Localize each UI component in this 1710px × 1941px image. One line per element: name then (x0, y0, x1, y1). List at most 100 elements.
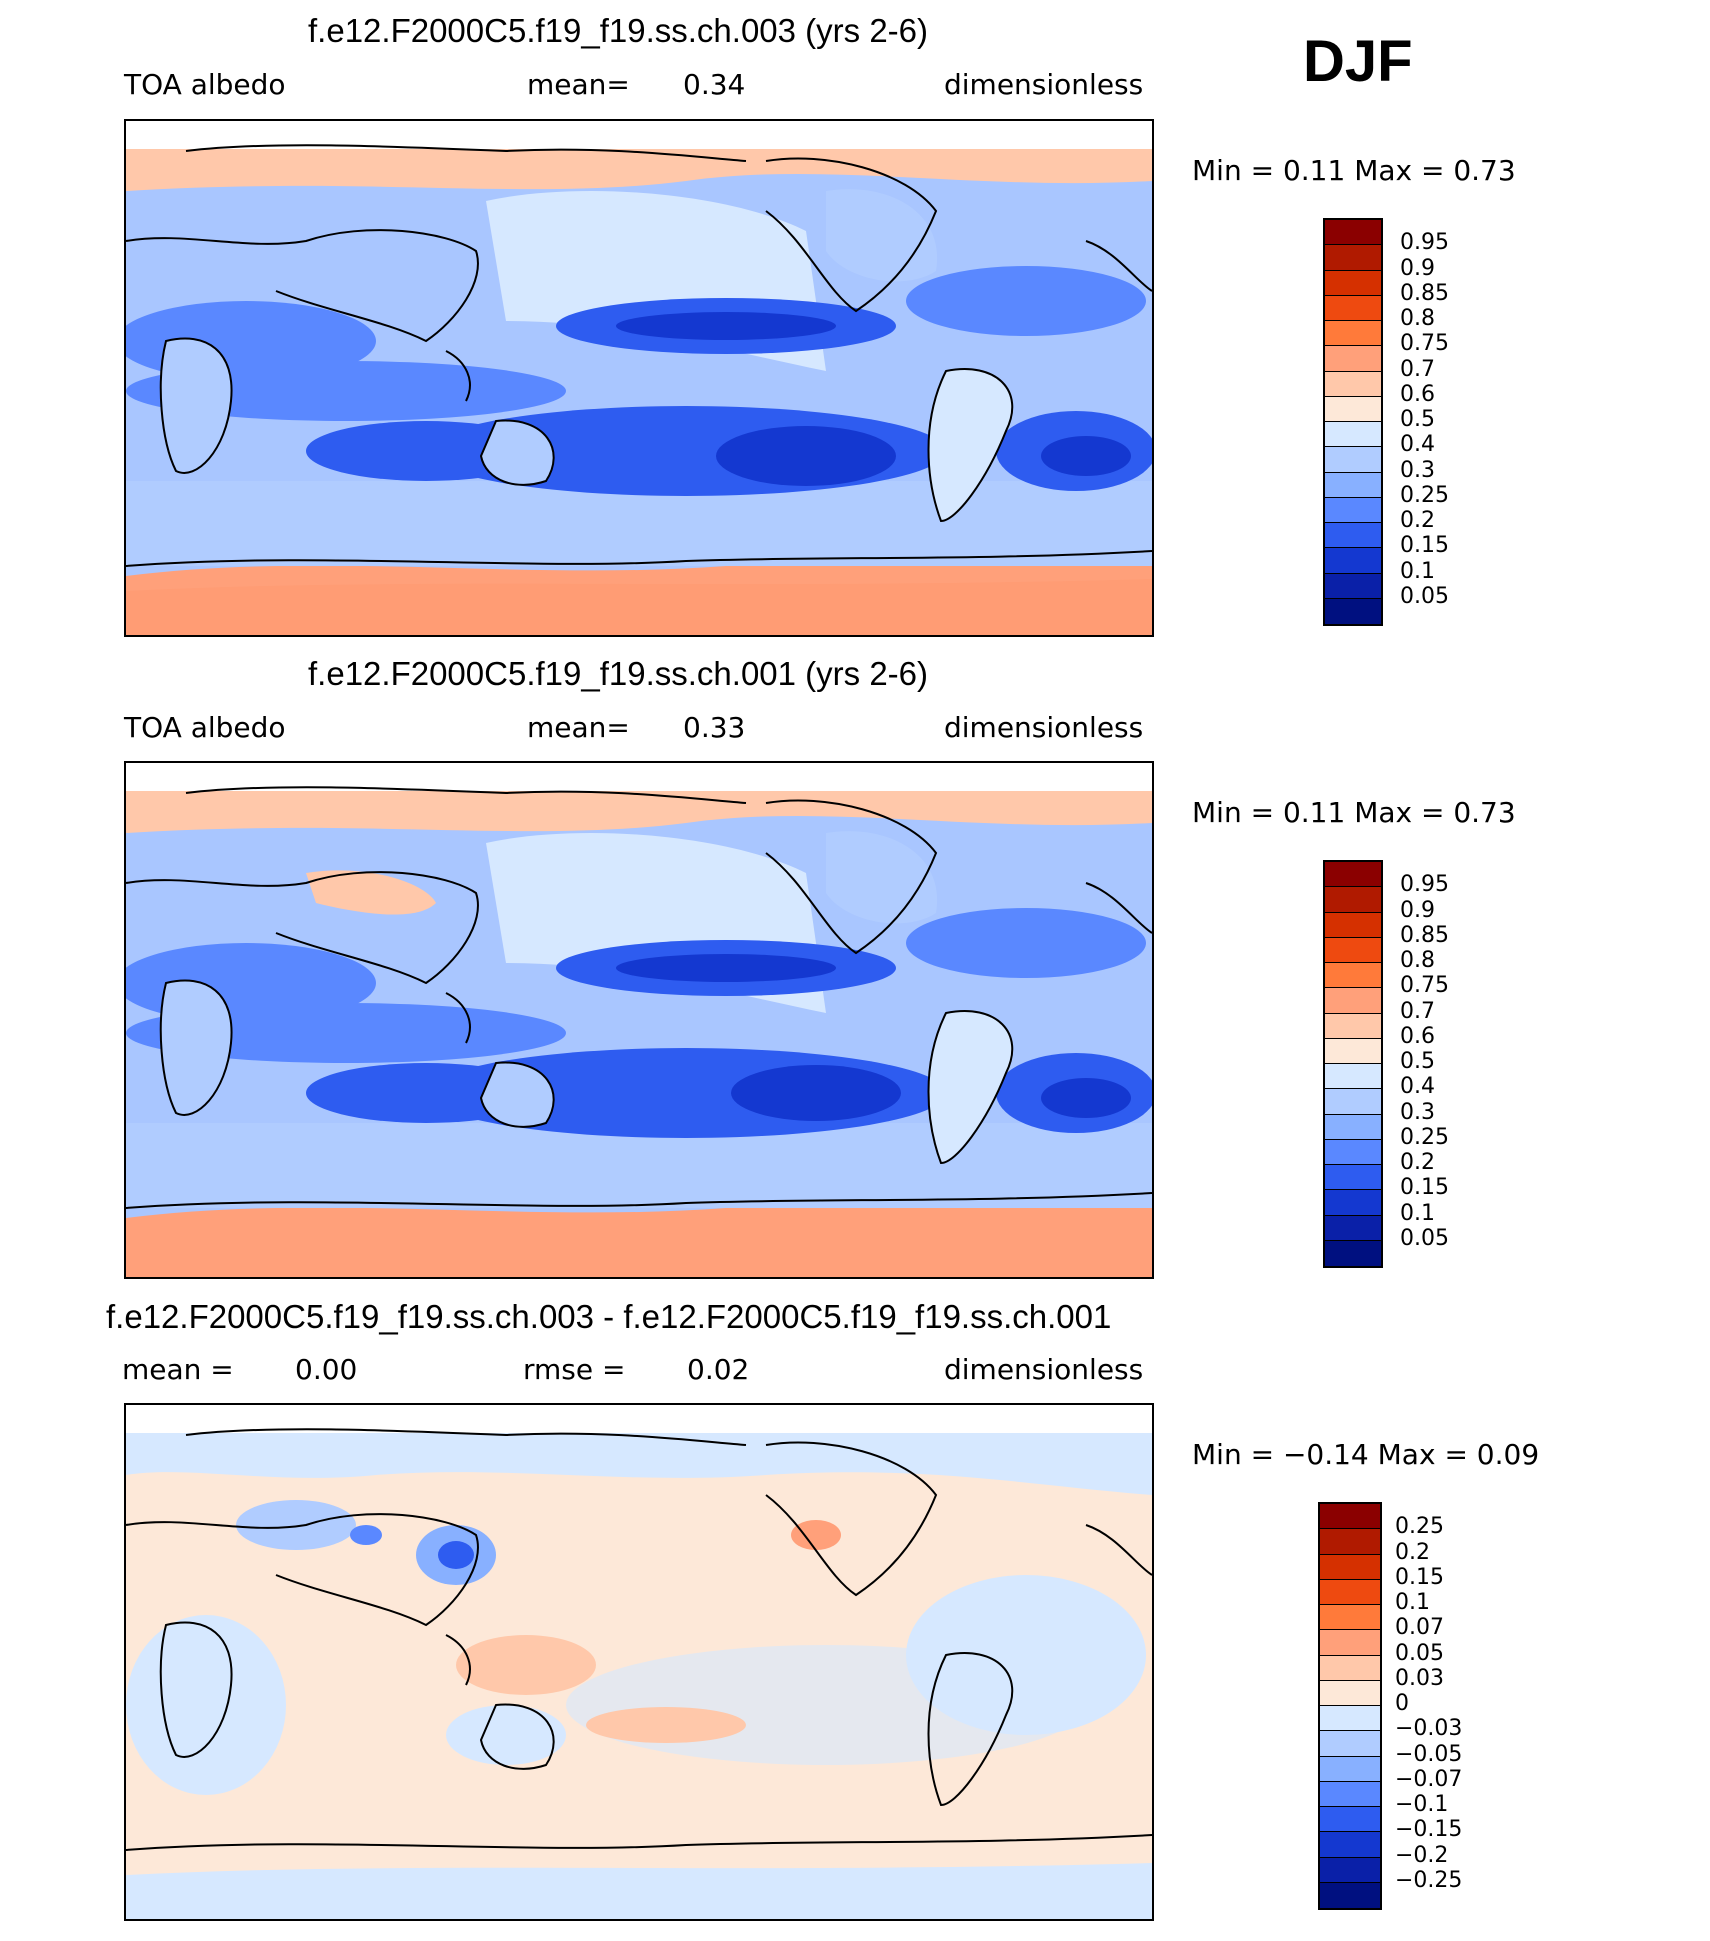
colorbar-tick-label: −0.07 (1395, 1766, 1463, 1792)
panel3-title: f.e12.F2000C5.f19_f19.ss.ch.003 - f.e12.… (106, 1298, 1112, 1335)
colorbar-segment (1325, 523, 1381, 549)
panel2-variable-label: TOA albedo (124, 711, 286, 744)
panel3-mean-label: mean = (122, 1353, 234, 1386)
colorbar-tick-label: 0.25 (1400, 1124, 1449, 1150)
panel3-units: dimensionless (944, 1353, 1144, 1386)
panel2-colorbar (1323, 860, 1383, 1268)
colorbar-tick-label: 0.75 (1400, 973, 1449, 999)
colorbar-segment (1325, 1139, 1381, 1165)
colorbar-tick-label: 0.7 (1400, 998, 1435, 1024)
colorbar-tick-label: −0.25 (1395, 1867, 1463, 1893)
colorbar-segment (1325, 1165, 1381, 1191)
colorbar-tick-label: −0.15 (1395, 1817, 1463, 1843)
colorbar-segment (1325, 573, 1381, 599)
panel2-mean-value: 0.33 (683, 711, 746, 744)
colorbar-tick-label: 0.95 (1400, 230, 1449, 256)
colorbar-segment (1325, 1089, 1381, 1115)
colorbar-segment (1325, 1190, 1381, 1216)
colorbar-segment (1325, 1038, 1381, 1064)
colorbar-tick-label: 0.1 (1400, 1200, 1435, 1226)
panel1-title: f.e12.F2000C5.f19_f19.ss.ch.003 (yrs 2-6… (308, 12, 929, 49)
colorbar-segment (1325, 270, 1381, 296)
colorbar-tick-label: 0.25 (1395, 1514, 1444, 1540)
colorbar-segment (1320, 1529, 1380, 1555)
colorbar-tick-label: 0.9 (1400, 255, 1435, 281)
colorbar-segment (1320, 1630, 1380, 1656)
colorbar-tick-label: 0.05 (1395, 1640, 1444, 1666)
colorbar-segment (1325, 497, 1381, 523)
colorbar-segment (1325, 472, 1381, 498)
colorbar-tick-label: −0.05 (1395, 1741, 1463, 1767)
colorbar-tick-label: −0.03 (1395, 1716, 1463, 1742)
colorbar-segment (1325, 598, 1381, 624)
colorbar-tick-label: 0.3 (1400, 1099, 1435, 1125)
panel1-minmax: Min = 0.11 Max = 0.73 (1192, 154, 1516, 187)
colorbar-tick-label: 0.4 (1400, 1074, 1435, 1100)
colorbar-segment (1320, 1655, 1380, 1681)
colorbar-segment (1325, 912, 1381, 938)
colorbar-segment (1320, 1579, 1380, 1605)
colorbar-segment (1325, 346, 1381, 372)
colorbar-tick-label: 0.25 (1400, 482, 1449, 508)
colorbar-segment (1320, 1781, 1380, 1807)
colorbar-segment (1320, 1882, 1380, 1908)
colorbar-tick-label: 0.3 (1400, 457, 1435, 483)
colorbar-tick-label: 0.05 (1400, 1225, 1449, 1251)
panel1-map-field (126, 121, 1152, 635)
panel1-colorbar (1323, 218, 1383, 626)
colorbar-segment (1325, 396, 1381, 422)
colorbar-segment (1325, 422, 1381, 448)
colorbar-tick-label: 0 (1395, 1691, 1409, 1716)
colorbar-segment (1320, 1554, 1380, 1580)
colorbar-segment (1325, 1013, 1381, 1039)
panel2-title: f.e12.F2000C5.f19_f19.ss.ch.001 (yrs 2-6… (308, 655, 929, 692)
colorbar-tick-label: 0.2 (1400, 1150, 1435, 1175)
colorbar-tick-label: 0.5 (1400, 1049, 1435, 1074)
colorbar-tick-label: 0.7 (1400, 356, 1435, 382)
colorbar-tick-label: 0.05 (1400, 583, 1449, 609)
colorbar-tick-label: 0.15 (1400, 533, 1449, 559)
panel1-units: dimensionless (944, 68, 1144, 101)
colorbar-segment (1320, 1756, 1380, 1782)
colorbar-tick-label: 0.85 (1400, 922, 1449, 948)
colorbar-tick-label: 0.1 (1400, 558, 1435, 584)
panel3-minmax: Min = −0.14 Max = 0.09 (1192, 1438, 1540, 1471)
colorbar-segment (1320, 1605, 1380, 1631)
colorbar-tick-label: 0.4 (1400, 432, 1435, 458)
panel3-rmse-value: 0.02 (687, 1353, 750, 1386)
panel1-map (124, 119, 1154, 637)
colorbar-segment (1320, 1706, 1380, 1732)
colorbar-segment (1320, 1731, 1380, 1757)
panel1-mean-value: 0.34 (683, 68, 746, 101)
panel2-map (124, 761, 1154, 1279)
colorbar-segment (1325, 1215, 1381, 1241)
panel2-units: dimensionless (944, 711, 1144, 744)
colorbar-tick-label: −0.1 (1395, 1792, 1449, 1817)
colorbar-segment (1325, 220, 1381, 246)
colorbar-segment (1325, 1114, 1381, 1140)
colorbar-segment (1320, 1680, 1380, 1706)
panel3-rmse-label: rmse = (523, 1353, 626, 1386)
colorbar-segment (1320, 1857, 1380, 1883)
colorbar-tick-label: 0.75 (1400, 331, 1449, 357)
colorbar-segment (1325, 887, 1381, 913)
colorbar-segment (1325, 548, 1381, 574)
colorbar-segment (1325, 1240, 1381, 1266)
panel1-variable-label: TOA albedo (124, 68, 286, 101)
colorbar-tick-label: −0.2 (1395, 1842, 1449, 1868)
colorbar-tick-label: 0.8 (1400, 948, 1435, 973)
colorbar-segment (1325, 988, 1381, 1014)
colorbar-tick-label: 0.95 (1400, 872, 1449, 898)
colorbar-segment (1320, 1832, 1380, 1858)
colorbar-segment (1325, 295, 1381, 321)
colorbar-segment (1325, 245, 1381, 271)
colorbar-segment (1325, 321, 1381, 347)
colorbar-tick-label: 0.15 (1400, 1175, 1449, 1201)
colorbar-segment (1325, 862, 1381, 888)
season-label: DJF (1303, 29, 1413, 94)
colorbar-tick-label: 0.8 (1400, 306, 1435, 331)
colorbar-segment (1320, 1807, 1380, 1833)
colorbar-tick-label: 0.15 (1395, 1564, 1444, 1590)
panel3-colorbar (1318, 1502, 1382, 1910)
colorbar-segment (1325, 963, 1381, 989)
